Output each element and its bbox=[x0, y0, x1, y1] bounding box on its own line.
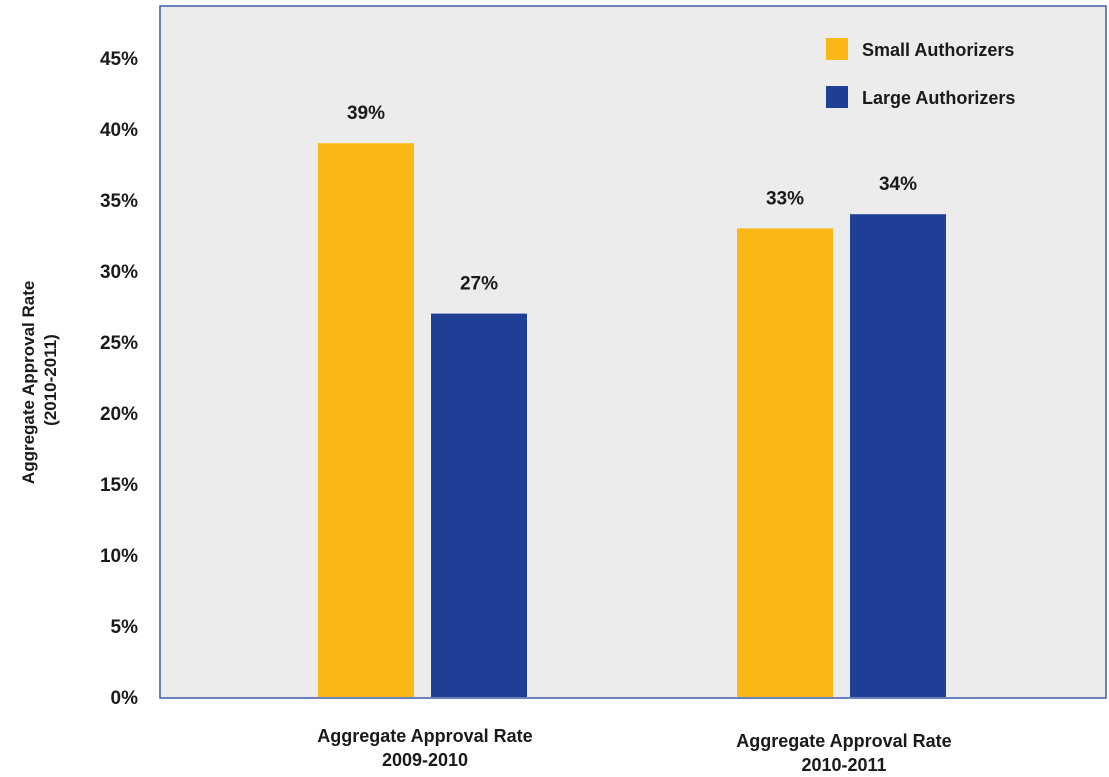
data-label: 33% bbox=[766, 188, 804, 209]
y-axis-title-line-2: (2010-2011) bbox=[41, 334, 60, 426]
y-tick-label: 35% bbox=[100, 191, 138, 212]
category-label: Aggregate Approval Rate 2010-2011 bbox=[736, 731, 951, 775]
y-tick-label: 45% bbox=[100, 49, 138, 70]
bar-small-authorizers bbox=[318, 143, 414, 697]
data-label: 34% bbox=[879, 174, 917, 195]
data-label: 39% bbox=[347, 103, 385, 124]
y-tick-label: 15% bbox=[100, 475, 138, 496]
y-tick-label: 10% bbox=[100, 546, 138, 567]
y-tick-label: 30% bbox=[100, 262, 138, 283]
data-labels: 39% 33% 27% 34% bbox=[347, 103, 917, 294]
category-label-line: 2009-2010 bbox=[382, 750, 468, 770]
y-tick-label: 5% bbox=[111, 617, 139, 638]
bar-large-authorizers bbox=[431, 313, 527, 697]
x-axis-category-labels: Aggregate Approval Rate 2009-2010Aggregat… bbox=[317, 726, 951, 775]
y-tick-label: 20% bbox=[100, 404, 138, 425]
bar-small-authorizers bbox=[737, 228, 833, 697]
bars bbox=[318, 143, 946, 697]
plot-area bbox=[159, 5, 1107, 699]
bar-large-authorizers bbox=[850, 214, 946, 697]
data-label: 27% bbox=[460, 274, 498, 295]
category-label-line: 2010-2011 bbox=[801, 755, 886, 775]
y-axis-ticks: 0% 5% 10% 15% 20% 25% 30% 35% 40% 45% bbox=[100, 49, 138, 709]
legend-swatch bbox=[826, 38, 848, 60]
legend: Small Authorizers Large Authorizers bbox=[826, 38, 1015, 108]
y-tick-label: 0% bbox=[111, 688, 139, 709]
legend-swatch bbox=[826, 86, 848, 108]
y-tick-label: 25% bbox=[100, 333, 138, 354]
category-label-line: Aggregate Approval Rate bbox=[317, 726, 532, 746]
category-label-line: Aggregate Approval Rate bbox=[736, 731, 951, 751]
y-axis-title-line-1: Aggregate Approval Rate bbox=[19, 281, 38, 484]
y-tick-label: 40% bbox=[100, 120, 138, 141]
legend-label: Small Authorizers bbox=[862, 40, 1014, 60]
y-axis-title: Aggregate Approval Rate (2010-2011) bbox=[19, 276, 60, 484]
category-label: Aggregate Approval Rate 2009-2010 bbox=[317, 726, 532, 770]
legend-label: Large Authorizers bbox=[862, 88, 1015, 108]
